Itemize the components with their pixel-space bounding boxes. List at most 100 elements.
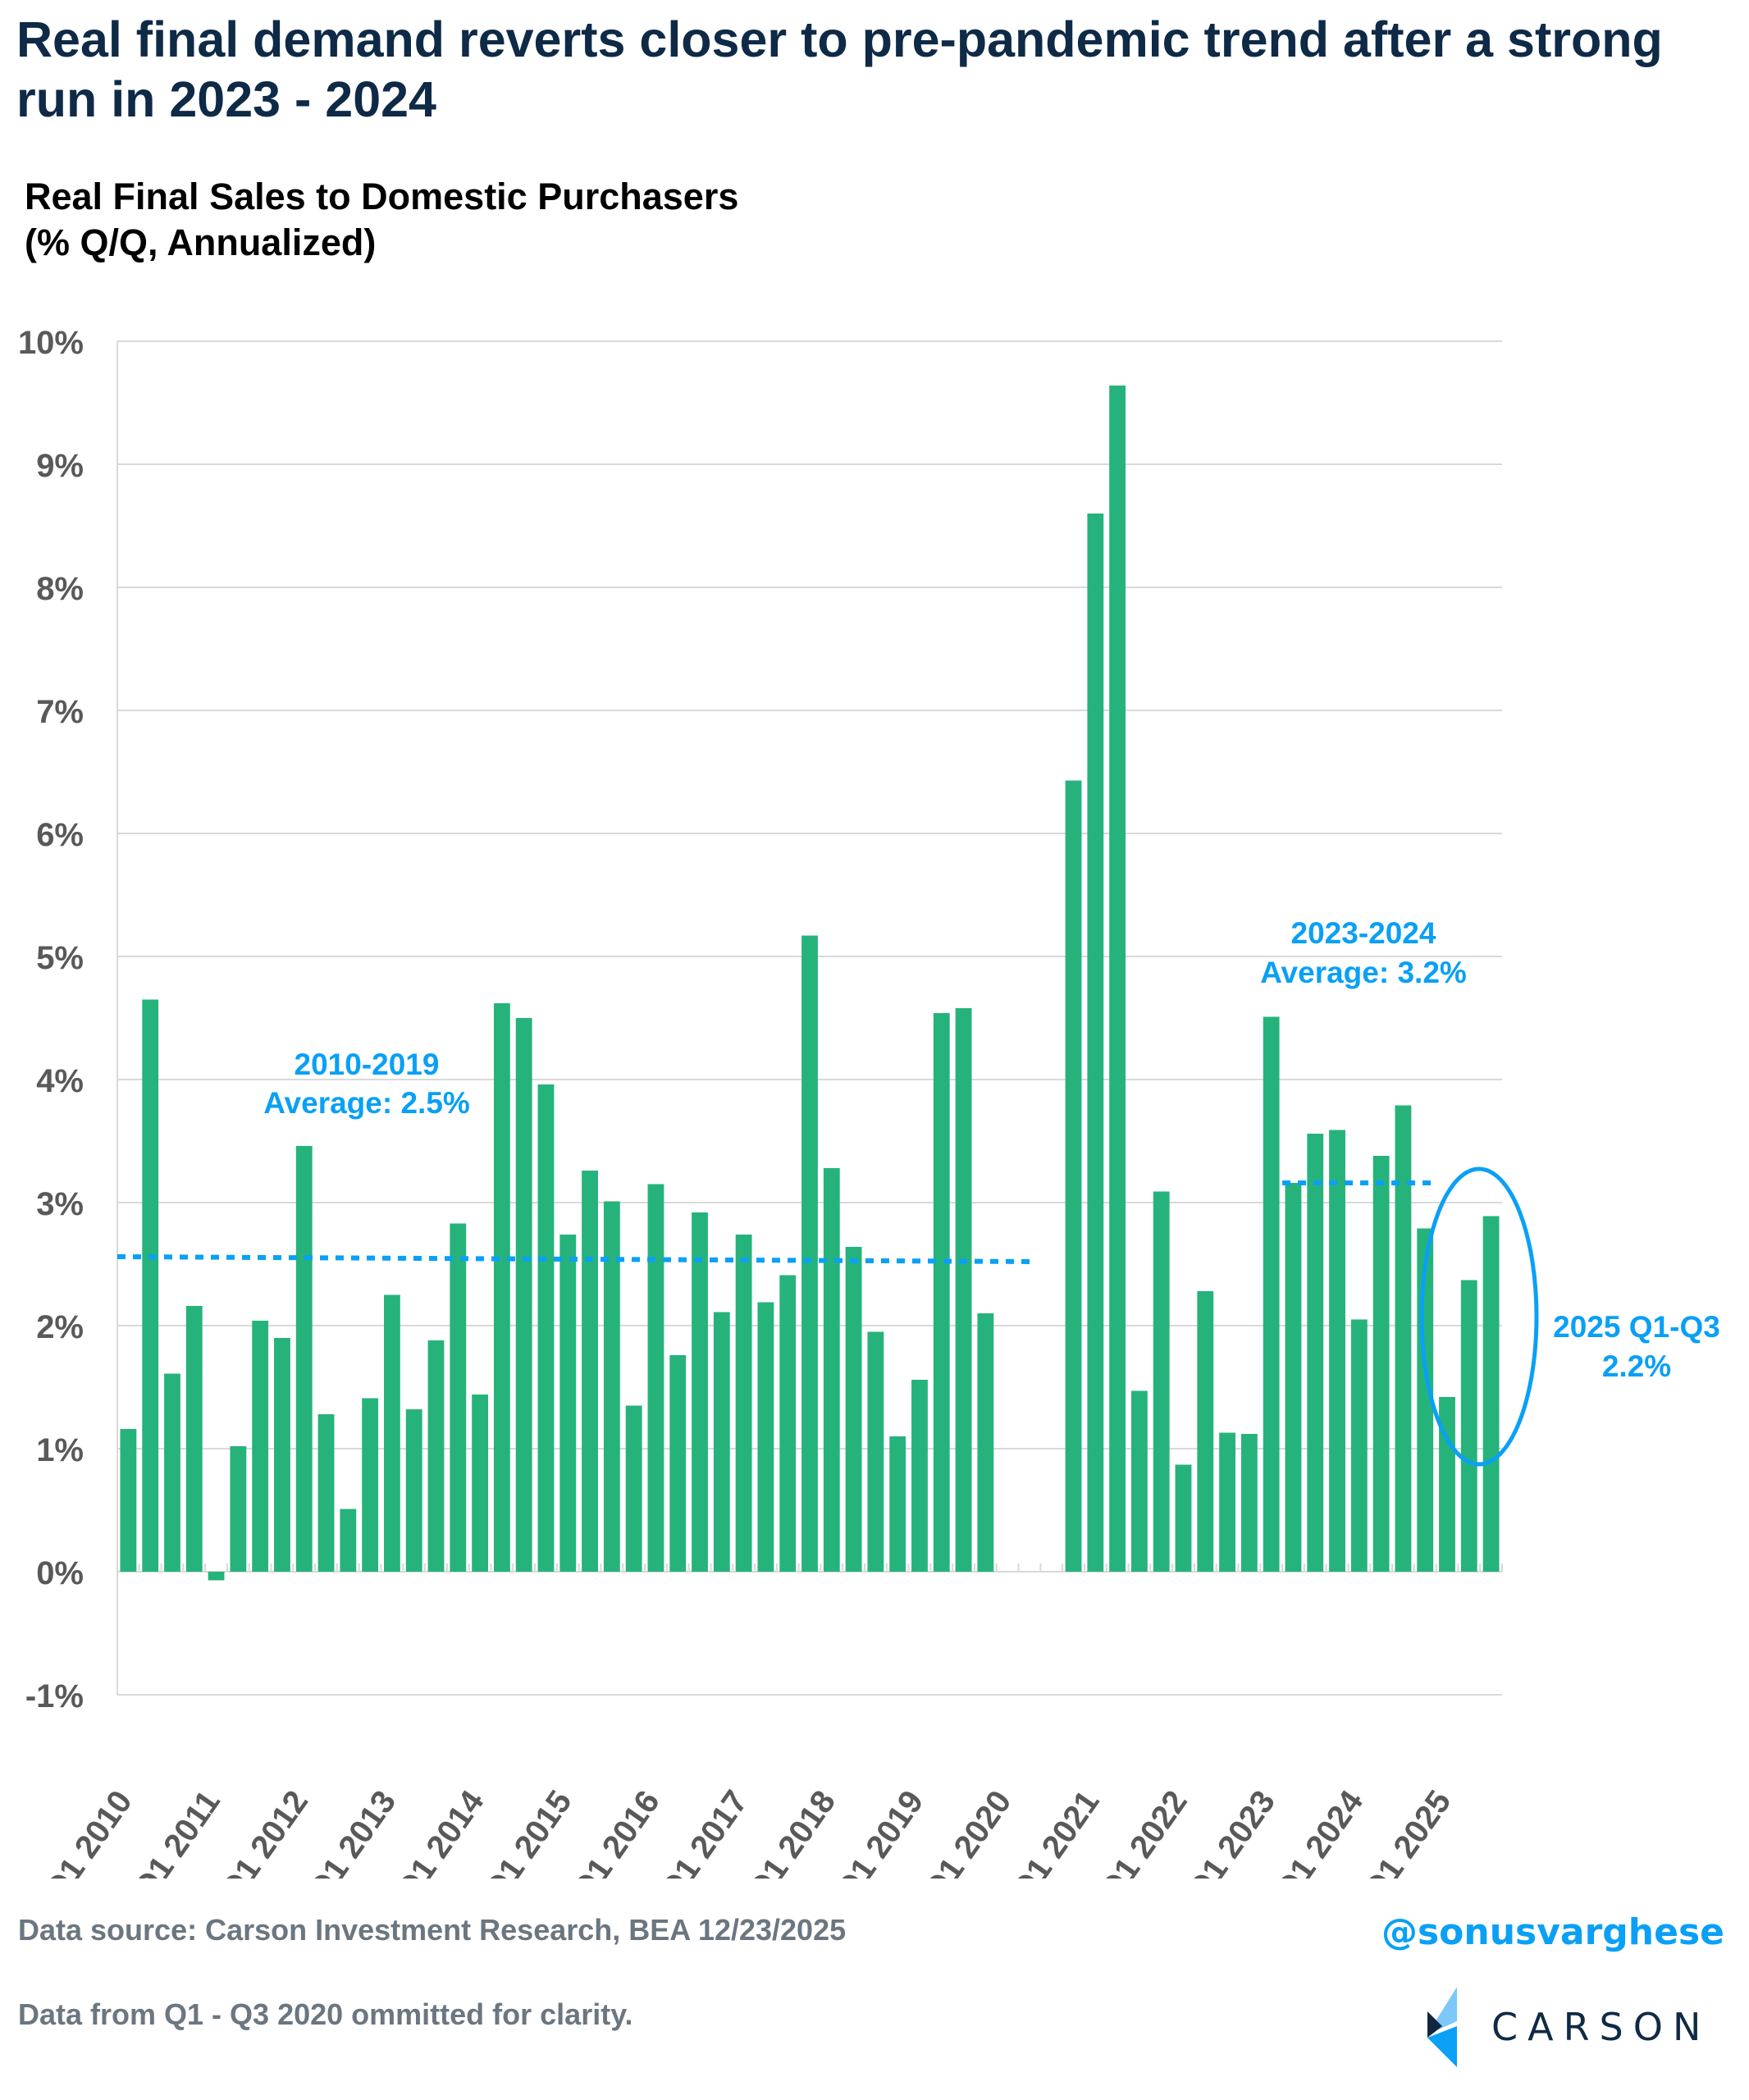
bar-q2-2025 <box>1460 1280 1477 1572</box>
bar-q3-2021 <box>1130 1390 1148 1572</box>
bar-q2-2014 <box>493 1003 510 1572</box>
bar-q1-2023 <box>1263 1016 1280 1572</box>
bar-q2-2018 <box>845 1247 862 1572</box>
x-tick-label: Q1 2016 <box>565 1784 667 1879</box>
bar-q3-2012 <box>340 1509 357 1572</box>
reference-lines <box>116 1180 1436 1264</box>
subtitle-line-1: Real Final Sales to Domestic Purchasers <box>25 176 739 217</box>
x-tick-label: Q1 2022 <box>1093 1784 1194 1879</box>
data-note: Data from Q1 - Q3 2020 ommitted for clar… <box>18 1997 633 2031</box>
annotation-2025-line2: 2.2% <box>1602 1349 1671 1383</box>
bar-q3-2013 <box>427 1340 445 1572</box>
y-tick-label: 6% <box>36 817 84 853</box>
y-tick-label: 9% <box>36 448 84 484</box>
bar-q1-2024 <box>1350 1319 1368 1572</box>
bar-q3-2011 <box>252 1321 269 1572</box>
bar-q1-2019 <box>911 1380 928 1572</box>
bar-q2-2012 <box>317 1414 335 1572</box>
y-tick-label: 2% <box>36 1309 84 1345</box>
bar-q4-2014 <box>537 1084 555 1572</box>
bar-q1-2021 <box>1087 514 1104 1572</box>
x-tick-label: Q1 2023 <box>1180 1784 1282 1879</box>
bar-q1-2013 <box>384 1294 400 1572</box>
x-tick-label: Q1 2018 <box>741 1784 843 1879</box>
bar-q3-2017 <box>779 1275 797 1572</box>
bar-q3-2010 <box>164 1373 180 1572</box>
bar-q2-2022 <box>1197 1291 1214 1572</box>
x-tick-label: Q1 2014 <box>389 1783 491 1879</box>
x-tick-label: Q1 2020 <box>916 1784 1018 1879</box>
x-tick-label: Q1 2017 <box>653 1784 755 1879</box>
bar-q3-2016 <box>692 1212 708 1572</box>
bar-q3-2014 <box>515 1018 532 1572</box>
data-source: Data source: Carson Investment Research,… <box>18 1913 847 1947</box>
chart-subtitle: Real Final Sales to Domestic Purchasers … <box>25 174 738 267</box>
bar-q2-2021 <box>1109 386 1126 1572</box>
x-tick-label: Q1 2011 <box>126 1784 227 1879</box>
bar-q3-2015 <box>603 1201 620 1572</box>
x-tick-label: Q1 2025 <box>1356 1784 1458 1879</box>
x-tick-label: Q1 2010 <box>38 1784 139 1879</box>
bar-q3-2024 <box>1395 1105 1412 1572</box>
bar-q4-2011 <box>274 1338 290 1572</box>
bar-q4-2020 <box>1065 780 1082 1572</box>
y-tick-label: 10% <box>18 325 84 361</box>
annotation-2010-2019-line2: Average: 2.5% <box>263 1086 470 1120</box>
bar-q2-2011 <box>230 1446 247 1572</box>
bar-q3-2019 <box>955 1008 972 1572</box>
bar-q1-2010 <box>120 1429 137 1572</box>
y-tick-label: 1% <box>36 1432 84 1468</box>
reference-line-2010-2019-average <box>116 1254 1036 1264</box>
bar-q4-2016 <box>713 1312 730 1572</box>
bar-q2-2015 <box>582 1171 598 1572</box>
x-tick-label: Q1 2019 <box>829 1784 930 1879</box>
bar-q1-2017 <box>735 1235 752 1572</box>
carson-logo: CARSON <box>1418 1987 1729 2069</box>
bar-q4-2015 <box>625 1405 642 1572</box>
bar-q4-2017 <box>801 935 818 1572</box>
carson-logo-text: CARSON <box>1491 2005 1711 2049</box>
bar-q4-2010 <box>185 1306 203 1572</box>
bar-q4-2023 <box>1329 1130 1345 1572</box>
y-tick-label: 7% <box>36 694 84 730</box>
bar-q2-2013 <box>405 1409 422 1572</box>
annotations: 2010-2019 Average: 2.5% 2023-2024 Averag… <box>263 916 1720 1467</box>
annotation-2010-2019-line1: 2010-2019 <box>295 1048 440 1081</box>
bar-q3-2023 <box>1307 1134 1324 1572</box>
x-tick-label: Q1 2024 <box>1268 1783 1370 1879</box>
y-tick-label: -1% <box>25 1678 84 1714</box>
bar-q3-2025 <box>1482 1216 1500 1572</box>
author-handle[interactable]: @sonusvarghese <box>1381 1911 1724 1953</box>
y-tick-label: 8% <box>36 571 84 607</box>
bar-q1-2012 <box>295 1146 313 1572</box>
bar-q4-2013 <box>450 1223 467 1572</box>
x-tick-label: Q1 2012 <box>213 1784 315 1879</box>
bar-q1-2022 <box>1175 1464 1192 1572</box>
bar-q4-2012 <box>362 1398 379 1572</box>
highlight-2025-ellipse <box>1419 1166 1539 1467</box>
y-tick-label: 4% <box>36 1063 84 1099</box>
bar-q2-2016 <box>669 1355 687 1572</box>
bar-q2-2023 <box>1285 1183 1302 1572</box>
annotation-2023-2024-line2: Average: 3.2% <box>1260 956 1467 989</box>
y-axis-ticks: -1% 0% 1% 2% 3% 4% 5% 6% 7% 8% 9% 10% <box>18 325 84 1714</box>
bar-q4-2019 <box>977 1313 994 1572</box>
bar-q2-2010 <box>142 999 159 1572</box>
bar-q2-2019 <box>933 1013 950 1572</box>
bar-q4-2018 <box>889 1436 906 1572</box>
annotation-2023-2024-line1: 2023-2024 <box>1291 916 1436 950</box>
bar-q4-2022 <box>1240 1434 1258 1572</box>
y-tick-label: 0% <box>36 1555 84 1591</box>
bar-q1-2014 <box>472 1395 489 1572</box>
subtitle-line-2: (% Q/Q, Annualized) <box>25 221 377 264</box>
carson-logo-mark-icon <box>1427 1987 1457 2067</box>
bar-q1-2016 <box>647 1184 664 1572</box>
bar-q2-2024 <box>1372 1156 1390 1572</box>
annotation-2025-line1: 2025 Q1-Q3 <box>1553 1310 1720 1344</box>
y-tick-label: 5% <box>36 940 84 976</box>
bar-q4-2021 <box>1153 1191 1170 1572</box>
x-tick-label: Q1 2015 <box>477 1784 579 1879</box>
bar-q1-2011 <box>208 1572 225 1581</box>
